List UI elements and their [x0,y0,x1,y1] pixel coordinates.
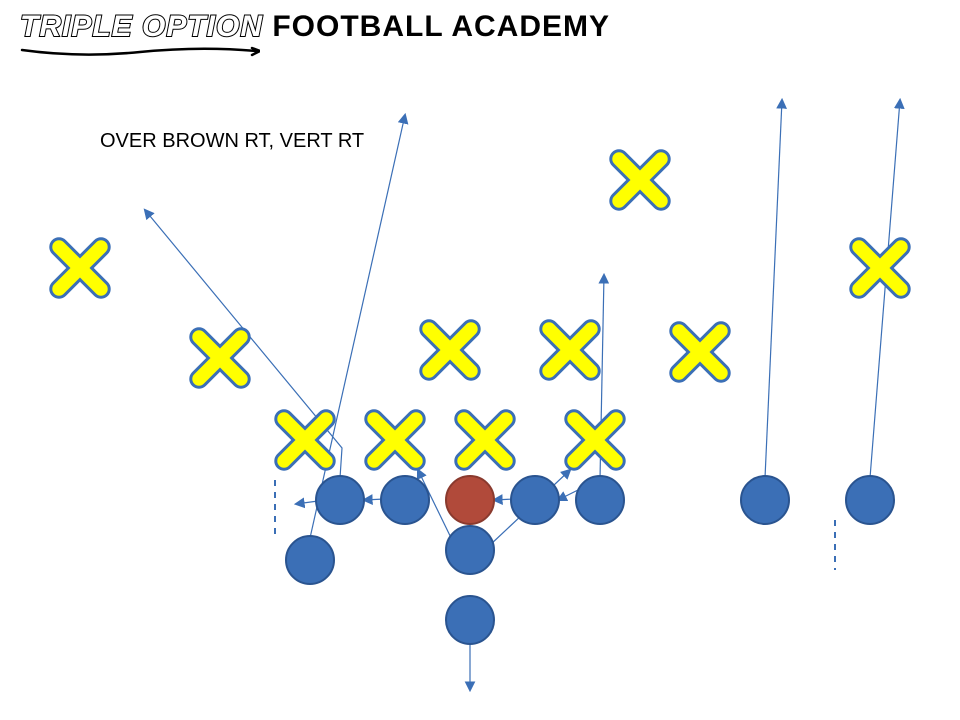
defender-lb-outside-right [679,331,721,373]
offense-c [446,476,494,524]
offense-fb [446,526,494,574]
defender-deep-safety [619,159,661,201]
defender-dl-right-end [574,419,616,461]
defender-dl-right-tackle [464,419,506,461]
defender-right-cb [859,247,901,289]
defender-left-cb [59,247,101,289]
offense-slot-r [741,476,789,524]
offense-qb [446,596,494,644]
defender-lb-outside-left [199,337,241,379]
offense-lt [316,476,364,524]
defender-lb-mid-right [549,329,591,371]
defender-lb-mid-left [429,329,471,371]
defender-dl-left-end [284,419,326,461]
offense-rt [576,476,624,524]
offense-rg [511,476,559,524]
route-slot-r [765,100,782,478]
route-b-left [310,115,405,538]
play-diagram [0,0,960,720]
offense-b-left [286,536,334,584]
defender-dl-left-tackle [374,419,416,461]
offense-wr-r [846,476,894,524]
offense-lg [381,476,429,524]
